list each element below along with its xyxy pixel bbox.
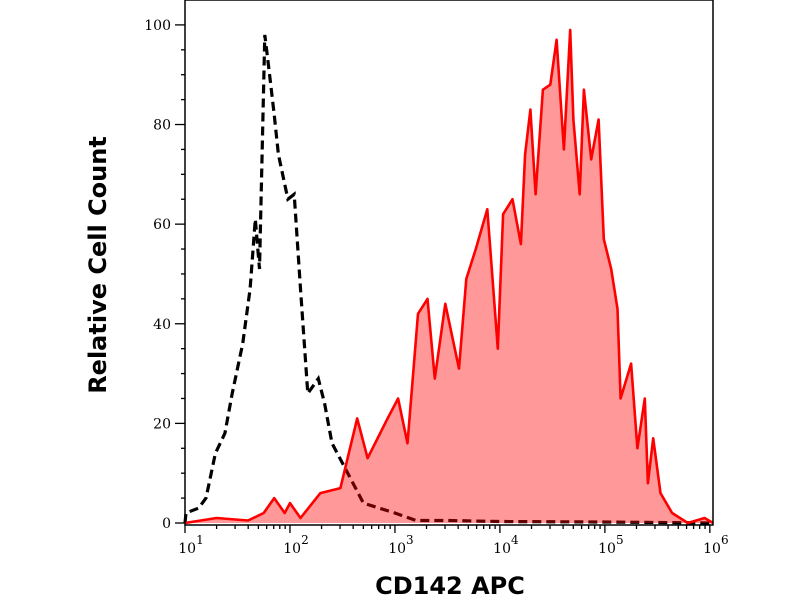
series-line-1 (184, 28, 714, 525)
x-axis-title: CD142 APC (375, 572, 525, 600)
y-tick-label: 100 (144, 18, 171, 34)
series-fill-1 (185, 29, 713, 524)
x-tick-exponent: 5 (616, 533, 624, 547)
y-tick-label: 20 (153, 416, 171, 432)
x-tick-label: 105 (598, 533, 623, 557)
x-tick-label: 103 (388, 533, 413, 557)
x-tick-exponent: 2 (301, 533, 309, 547)
x-tick-base: 10 (388, 541, 406, 557)
x-tick-label: 102 (283, 533, 308, 557)
plot-area (183, 28, 714, 525)
y-tick-label: 80 (153, 118, 171, 134)
x-tick-label: 106 (703, 533, 728, 557)
plot-frame (184, 0, 714, 526)
x-tick-base: 10 (493, 541, 511, 557)
y-axis-title: Relative Cell Count (84, 136, 112, 394)
x-tick-label: 101 (178, 533, 203, 557)
y-tick-label: 0 (162, 516, 171, 532)
y-tick-label: 60 (153, 217, 171, 233)
x-tick-base: 10 (598, 541, 616, 557)
y-tick-label: 40 (153, 317, 171, 333)
x-tick-exponent: 3 (406, 533, 414, 547)
x-tick-base: 10 (178, 541, 196, 557)
x-tick-exponent: 4 (511, 533, 519, 547)
x-tick-exponent: 1 (196, 533, 204, 547)
series-line-0 (183, 34, 710, 525)
x-tick-exponent: 6 (721, 533, 729, 547)
x-tick-base: 10 (703, 541, 721, 557)
x-tick-base: 10 (283, 541, 301, 557)
x-tick-label: 104 (493, 533, 519, 557)
